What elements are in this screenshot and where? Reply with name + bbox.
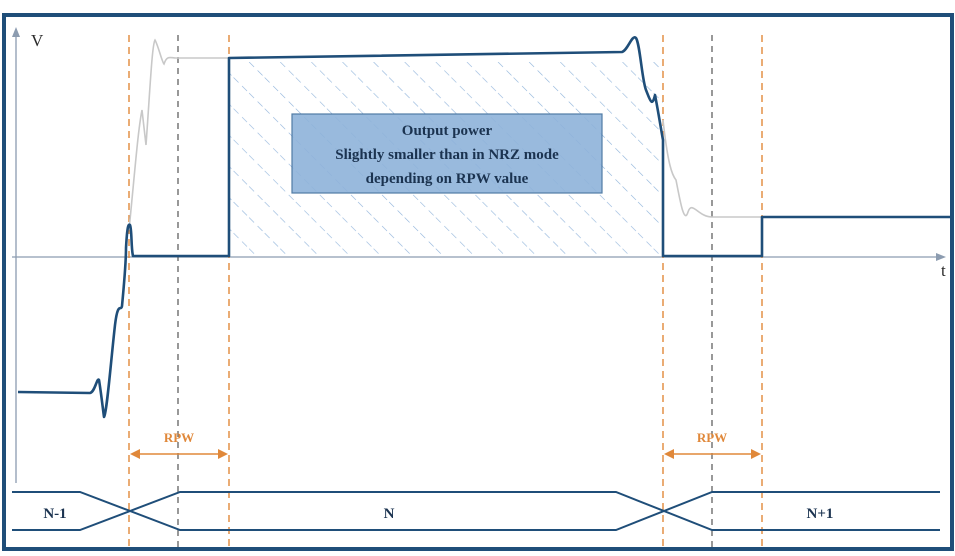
nrz-reference-falling	[662, 119, 762, 218]
rpw-signal-waveform	[17, 36, 952, 419]
t-axis-arrow	[936, 253, 946, 261]
rpw-arrowhead-right-1	[218, 449, 228, 459]
v-axis-label: V	[31, 31, 44, 50]
t-axis-label: t	[941, 261, 946, 280]
diagram-frame	[2, 13, 954, 551]
rpw-arrowhead-left-1	[130, 449, 140, 459]
rpw-arrowhead-left-2	[664, 449, 674, 459]
output-power-line-2: Slightly smaller than in NRZ mode	[335, 147, 559, 163]
v-axis-arrow	[12, 27, 20, 37]
bus-line-upper-cross	[12, 491, 940, 531]
output-power-line-3: depending on RPW value	[366, 171, 529, 187]
rpw-label-1: RPW	[164, 430, 194, 445]
rpw-arrowhead-right-2	[751, 449, 761, 459]
nrz-reference-rising	[128, 38, 229, 231]
symbol-n: N	[384, 506, 395, 522]
output-power-box	[291, 113, 603, 194]
symbol-n-plus-1: N+1	[807, 506, 834, 522]
symbol-n-minus-1: N-1	[43, 506, 66, 522]
symbol-bus	[12, 491, 940, 531]
rpw-label-2: RPW	[697, 430, 727, 445]
bus-line-lower-cross	[12, 491, 940, 531]
output-power-line-1: Output power	[402, 123, 493, 139]
